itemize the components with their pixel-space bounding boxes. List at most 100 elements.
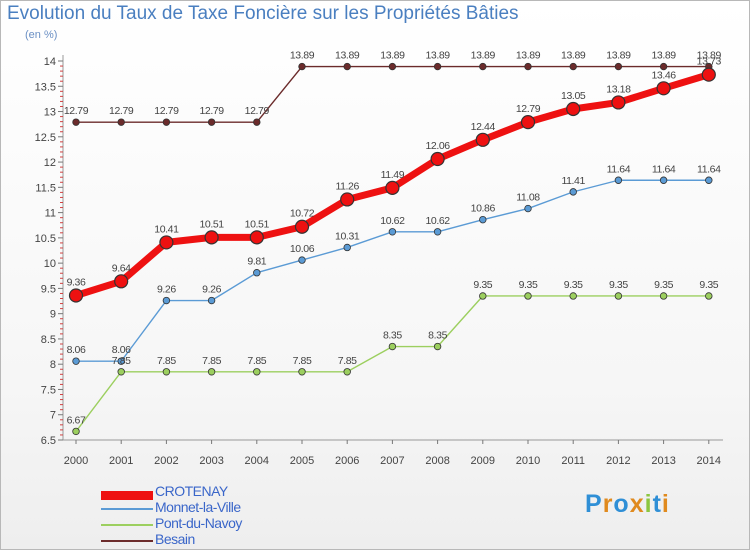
proxiti-logo: Proxiti (585, 490, 670, 519)
y-tick-label: 12.5 (35, 132, 56, 144)
data-point-besain (479, 62, 487, 71)
data-point-monnet-la-ville (117, 357, 125, 365)
y-tick-label: 10.5 (35, 233, 56, 245)
legend-item-monnet-la-ville[interactable]: Monnet-la-Ville (101, 499, 361, 516)
data-point-besain (72, 118, 80, 126)
logo-letter: P (585, 490, 603, 518)
data-label-pont-du-navoy: 7.85 (293, 355, 312, 367)
data-label-crotenay: 11.49 (381, 169, 405, 181)
x-tick-label: 2009 (471, 455, 495, 467)
data-point-pont-du-navoy (614, 292, 623, 300)
data-label-crotenay: 13.05 (561, 90, 586, 102)
data-point-monnet-la-ville (162, 296, 171, 305)
logo-letter: x (629, 490, 645, 518)
data-point-besain (524, 62, 532, 71)
data-point-pont-du-navoy (705, 292, 713, 300)
data-point-crotenay (294, 219, 310, 234)
data-point-pont-du-navoy (524, 292, 532, 300)
data-label-pont-du-navoy: 9.35 (564, 279, 583, 291)
data-label-crotenay: 10.72 (290, 208, 315, 220)
series-layer (68, 62, 716, 436)
data-label-pont-du-navoy: 9.35 (609, 279, 628, 291)
legend-swatch-crotenay (101, 491, 153, 500)
legend-item-pont-du-navoy[interactable]: Pont-du-Navoy (101, 515, 361, 532)
logo-letter: i (661, 490, 670, 518)
data-label-crotenay: 11.26 (335, 180, 359, 192)
data-label-besain: 13.89 (516, 50, 541, 62)
data-label-crotenay: 13.73 (697, 56, 722, 68)
data-point-monnet-la-ville (343, 243, 351, 252)
data-label-pont-du-navoy: 7.85 (202, 355, 221, 367)
data-label-pont-du-navoy: 8.35 (428, 330, 447, 342)
data-label-monnet-la-ville: 8.06 (112, 344, 131, 356)
data-label-besain: 13.89 (425, 50, 450, 62)
data-label-besain: 13.89 (561, 50, 586, 62)
data-label-pont-du-navoy: 9.35 (699, 279, 718, 291)
data-label-besain: 13.89 (697, 50, 722, 62)
legend-item-besain[interactable]: Besain (101, 531, 361, 548)
data-point-pont-du-navoy (298, 368, 306, 376)
data-point-monnet-la-ville (72, 357, 80, 365)
data-point-pont-du-navoy (72, 427, 80, 436)
x-tick-label: 2005 (290, 455, 314, 467)
data-label-crotenay: 12.44 (471, 121, 496, 133)
data-point-monnet-la-ville (433, 228, 442, 236)
data-label-besain: 12.79 (154, 105, 179, 117)
data-label-monnet-la-ville: 11.64 (607, 163, 631, 175)
data-point-pont-du-navoy (479, 292, 487, 300)
data-label-pont-du-navoy: 7.85 (247, 355, 266, 367)
data-point-besain (614, 62, 623, 71)
x-tick-label: 2006 (335, 455, 359, 467)
data-point-crotenay (566, 101, 581, 117)
data-label-besain: 12.79 (64, 105, 89, 117)
data-point-monnet-la-ville (705, 176, 713, 184)
x-tick-label: 2014 (697, 455, 721, 467)
data-label-besain: 13.89 (651, 50, 676, 62)
data-point-crotenay (340, 192, 355, 207)
data-point-besain (253, 118, 261, 126)
logo-letter: o (613, 490, 630, 518)
y-tick-label: 11.5 (35, 182, 56, 194)
data-label-pont-du-navoy: 7.85 (112, 355, 131, 367)
data-label-pont-du-navoy: 9.35 (519, 279, 538, 291)
data-point-crotenay (430, 151, 445, 167)
data-labels: 12.79 12.79 12.79 12.79 12.79 13.89 13.89 13.89… (64, 50, 722, 427)
data-label-besain: 12.79 (109, 105, 134, 117)
legend-swatch-pont-du-navoy (101, 524, 153, 526)
data-point-besain (207, 118, 216, 126)
data-point-pont-du-navoy (433, 342, 442, 351)
data-point-pont-du-navoy (162, 368, 171, 376)
x-tick-label: 2003 (199, 455, 223, 467)
data-label-besain: 12.79 (245, 105, 270, 117)
legend-swatch-besain (101, 540, 153, 542)
y-tick-label: 14 (44, 56, 56, 68)
data-point-pont-du-navoy (207, 368, 216, 376)
y-tick-label: 6.5 (41, 435, 56, 447)
y-tick-label: 9.5 (41, 283, 56, 295)
y-tick-label: 9 (50, 309, 56, 321)
data-point-monnet-la-ville (659, 176, 668, 184)
data-point-pont-du-navoy (569, 292, 577, 300)
data-label-crotenay: 10.51 (245, 218, 270, 230)
y-tick-label: 7.5 (41, 384, 56, 396)
data-point-crotenay (114, 274, 129, 289)
data-label-monnet-la-ville: 10.06 (290, 243, 315, 255)
legend-label-monnet-la-ville: Monnet-la-Ville (155, 499, 241, 515)
data-point-crotenay (385, 180, 400, 195)
data-label-monnet-la-ville: 9.26 (202, 284, 221, 296)
data-label-monnet-la-ville: 8.06 (67, 344, 86, 356)
data-point-monnet-la-ville (614, 176, 623, 184)
data-label-crotenay: 9.36 (67, 276, 86, 288)
data-point-besain (343, 62, 351, 71)
data-point-crotenay (611, 95, 626, 110)
x-tick-label: 2000 (64, 455, 88, 467)
data-label-besain: 13.89 (380, 50, 405, 62)
data-label-crotenay: 10.51 (199, 218, 224, 230)
data-point-crotenay (520, 115, 536, 130)
data-label-pont-du-navoy: 6.67 (67, 414, 86, 426)
data-point-monnet-la-ville (253, 269, 261, 277)
data-label-crotenay: 12.06 (425, 140, 450, 152)
legend-item-crotenay[interactable]: CROTENAY (101, 483, 361, 500)
data-label-crotenay: 13.18 (606, 83, 631, 95)
